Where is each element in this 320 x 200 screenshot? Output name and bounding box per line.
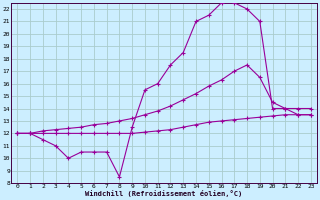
X-axis label: Windchill (Refroidissement éolien,°C): Windchill (Refroidissement éolien,°C) xyxy=(85,190,243,197)
